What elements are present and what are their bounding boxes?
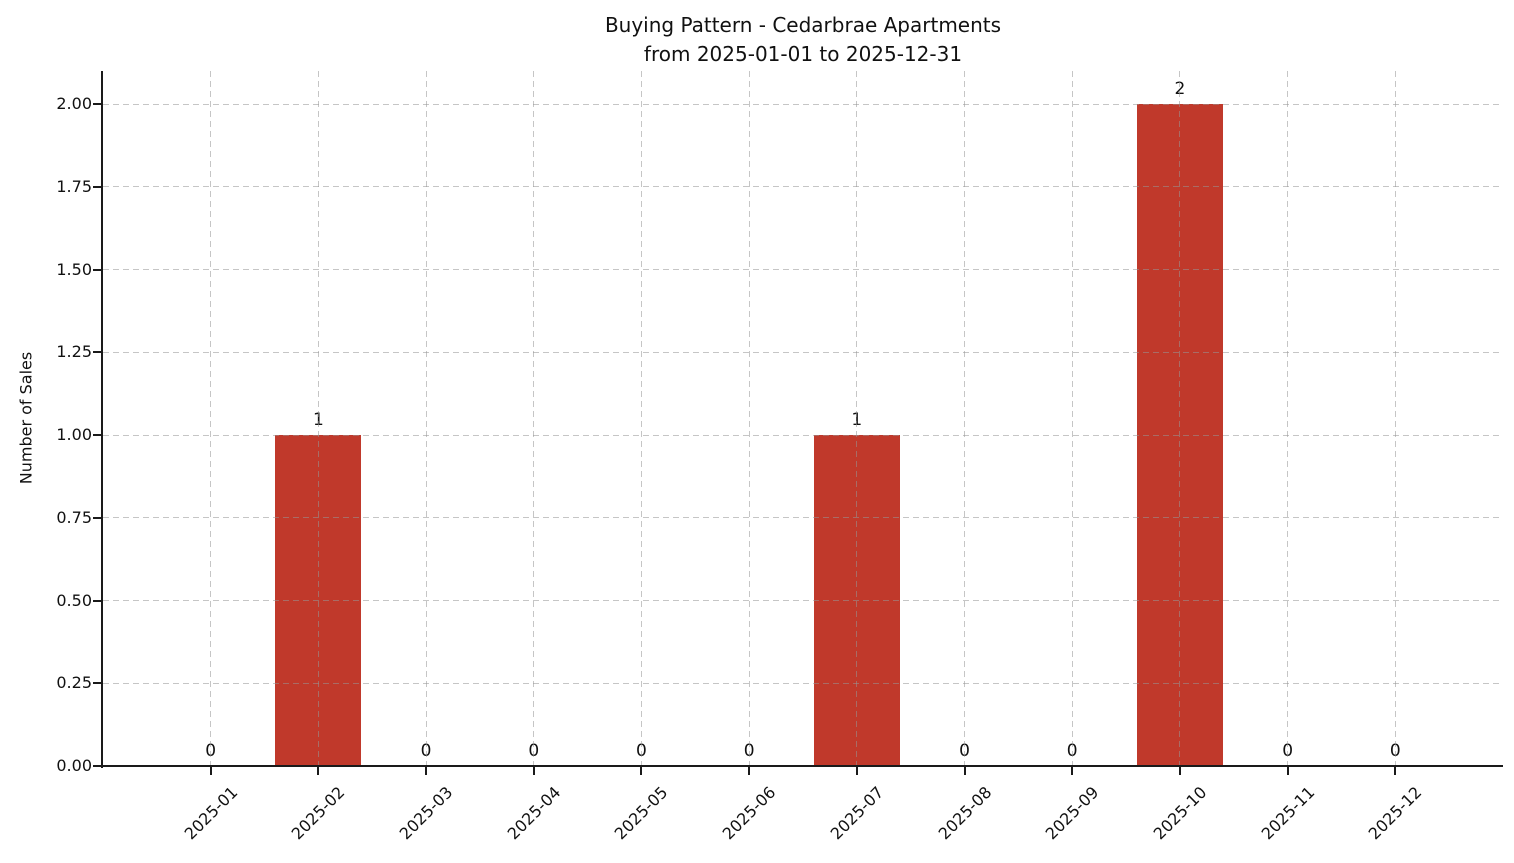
v-gridline xyxy=(748,71,750,766)
y-tick xyxy=(93,682,101,685)
v-gridline xyxy=(1071,71,1073,766)
chart-title: Buying Pattern - Cedarbrae Apartments fr… xyxy=(103,11,1503,69)
x-tick xyxy=(855,767,858,775)
x-tick xyxy=(532,767,535,775)
y-tick-label: 2.00 xyxy=(56,94,92,114)
x-tick-label: 2025-07 xyxy=(826,782,888,844)
x-tick xyxy=(963,767,966,775)
x-tick xyxy=(1286,767,1289,775)
x-tick-label: 2025-11 xyxy=(1257,782,1318,844)
y-tick-label: 1.25 xyxy=(56,342,92,362)
x-tick-label: 2025-04 xyxy=(503,782,565,844)
v-gridline xyxy=(856,71,858,766)
y-tick xyxy=(93,268,101,271)
x-tick-label: 2025-06 xyxy=(718,782,780,844)
y-tick xyxy=(93,103,101,106)
x-tick xyxy=(1394,767,1397,775)
y-tick-label: 1.00 xyxy=(56,425,92,445)
v-gridline xyxy=(533,71,535,766)
h-gridline xyxy=(103,600,1503,602)
x-tick xyxy=(1178,767,1181,775)
y-tick-label: 0.75 xyxy=(56,507,92,527)
h-gridline xyxy=(103,517,1503,519)
x-tick-label: 2025-02 xyxy=(288,782,349,844)
x-tick-label: 2025-12 xyxy=(1364,782,1426,844)
y-tick xyxy=(93,351,101,354)
h-gridline xyxy=(103,434,1503,436)
y-tick xyxy=(93,765,101,767)
v-gridline xyxy=(1394,71,1396,766)
v-gridline xyxy=(425,71,427,766)
x-tick-label: 2025-10 xyxy=(1149,782,1211,844)
y-tick xyxy=(93,516,101,519)
x-axis-spine xyxy=(101,765,1503,767)
x-tick xyxy=(317,767,320,775)
x-tick-label: 2025-01 xyxy=(180,782,242,844)
v-gridline xyxy=(317,71,319,766)
x-tick xyxy=(640,767,643,775)
y-axis-label: Number of Sales xyxy=(16,351,36,485)
y-axis-spine xyxy=(101,71,103,768)
x-tick-label: 2025-03 xyxy=(395,782,457,844)
x-tick xyxy=(209,767,212,775)
chart-title-line1: Buying Pattern - Cedarbrae Apartments xyxy=(604,13,1002,37)
h-gridline xyxy=(103,351,1503,353)
v-gridline xyxy=(964,71,966,766)
y-tick-label: 0.50 xyxy=(56,590,92,610)
y-tick xyxy=(93,599,101,602)
h-gridline xyxy=(103,186,1503,188)
y-tick-label: 0.00 xyxy=(56,756,92,775)
y-tick-label: 0.25 xyxy=(56,673,92,693)
y-tick xyxy=(93,185,101,188)
chart-title-line2: from 2025-01-01 to 2025-12-31 xyxy=(643,42,963,66)
h-gridline xyxy=(103,269,1503,271)
x-tick-label: 2025-08 xyxy=(934,782,995,844)
v-gridline xyxy=(640,71,642,766)
x-tick xyxy=(425,767,428,775)
v-gridline xyxy=(1179,71,1181,766)
h-gridline xyxy=(103,682,1503,684)
y-tick xyxy=(93,434,101,437)
y-tick-label: 1.75 xyxy=(56,176,92,196)
x-tick xyxy=(748,767,751,775)
h-gridline xyxy=(103,103,1503,105)
v-gridline xyxy=(1287,71,1289,766)
y-tick-label: 1.50 xyxy=(56,259,92,279)
x-tick xyxy=(1071,767,1074,775)
x-tick-label: 2025-09 xyxy=(1041,782,1103,844)
v-gridline xyxy=(210,71,212,766)
x-tick-label: 2025-05 xyxy=(611,782,672,844)
